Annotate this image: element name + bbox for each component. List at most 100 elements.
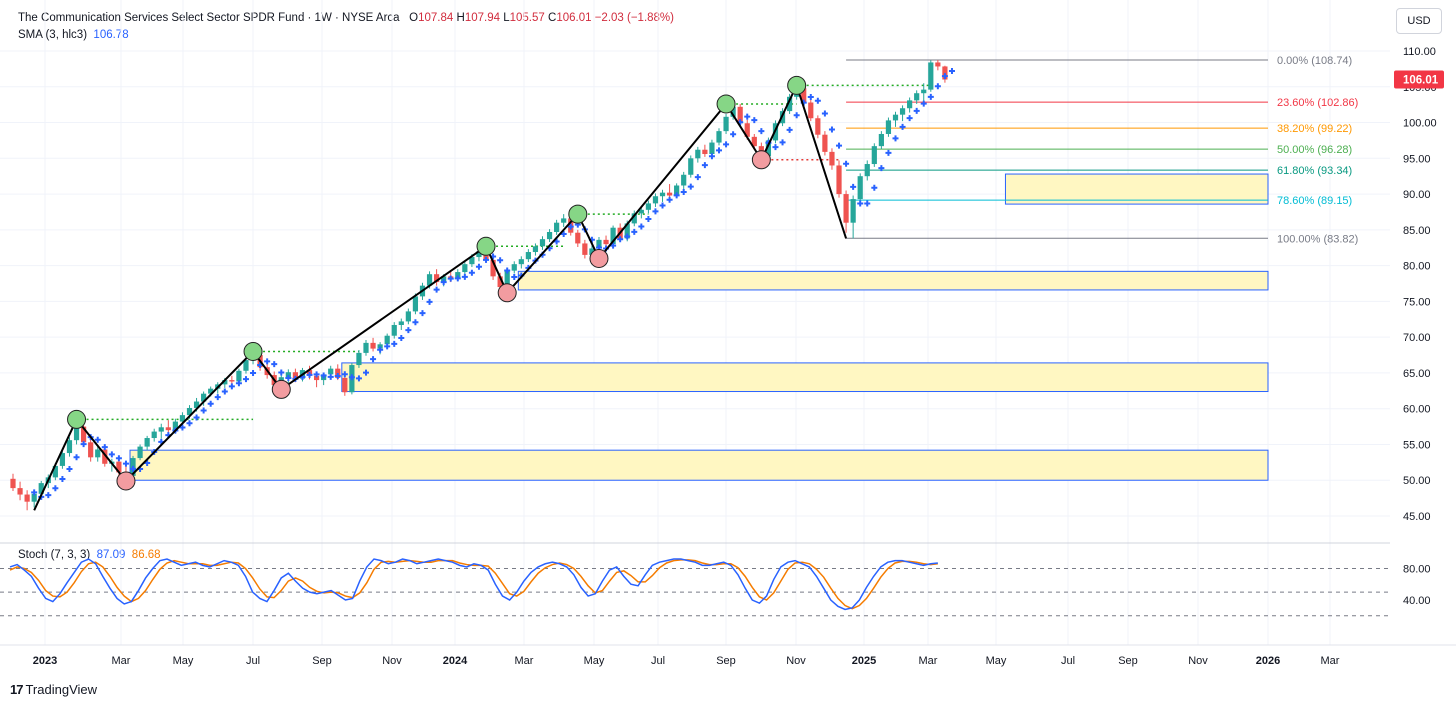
candle-body [561,218,567,223]
sma-marker [843,160,850,167]
swing-high-marker [476,236,496,256]
sma-marker [426,298,433,305]
candle-body [95,449,101,458]
sma-marker [934,83,941,90]
price-tick-label: 75.00 [1403,296,1431,308]
candle-body [193,401,200,408]
candle-body [843,194,849,223]
swing-high-marker [568,204,588,224]
tradingview-text: TradingView [25,682,98,697]
sma-marker [899,123,906,130]
candle-body [243,360,249,371]
close-value: 106.01 [556,12,592,24]
sma-marker [468,269,475,276]
sma-marker [250,370,257,377]
sma-marker [363,369,369,376]
candle-body [208,388,214,394]
candle-body [236,370,242,382]
sma-markers [31,68,955,500]
candle-body [292,372,298,379]
sma-marker [327,373,334,380]
sma-marker [461,273,468,280]
sma-marker [264,358,271,365]
candle-body [914,93,920,101]
time-tick-label: Mar [515,655,534,667]
price-tick-label: 90.00 [1403,189,1431,201]
sma-marker [31,489,38,496]
demand-zone [1004,173,1269,205]
candle-body [328,368,334,375]
symbol-legend: The Communication Services Select Sector… [18,12,674,24]
fib-level-label: 23.60% (102.86) [1277,97,1358,109]
currency-button[interactable]: USD [1396,8,1442,34]
candle-body [688,158,694,175]
candle-body [942,66,948,80]
candle-body [222,380,228,385]
symbol-title[interactable]: The Communication Services Select Sector… [18,12,400,24]
candle-body [787,96,793,112]
candle-body [412,296,419,312]
candle-body [871,146,877,165]
candle-body [716,131,722,143]
candle-body [158,427,164,432]
sma-marker [179,424,186,431]
sma-marker [850,183,857,190]
zigzag-line [33,82,848,511]
time-tick-label: May [584,655,605,667]
sma-marker [122,460,129,467]
sma-marker [52,485,59,492]
open-label: O [409,12,419,24]
time-tick-label: Mar [1321,655,1340,667]
low-value: 105.57 [509,12,545,24]
zigzag [33,82,848,511]
last-price-badge [1394,70,1444,89]
sma-marker [497,257,504,264]
swing-high-marker [67,409,87,429]
sma-marker [708,153,715,160]
candle-body [398,321,404,325]
time-tick-label: May [173,655,194,667]
candle-body [426,274,433,286]
candle-body [582,243,588,255]
sma-marker [666,196,673,203]
candle-body [151,431,157,439]
time-tick-label: Sep [1118,655,1138,667]
candle-body [66,440,73,454]
sma-marker [701,162,708,169]
demand-zone [341,362,1269,393]
sma-marker [878,165,885,172]
sma-marker [821,110,828,117]
tradingview-logo[interactable]: 17 TradingView [10,682,97,697]
sma-marker [341,371,348,378]
candle-body [624,223,630,239]
price-tick-label: 95.00 [1403,153,1431,165]
sma-marker [857,200,864,207]
sma-marker [730,131,737,138]
sma-marker [687,183,694,190]
candle-body [892,114,899,121]
candle-body [899,108,906,115]
sma-label: SMA (3, hlc3) [18,29,88,41]
candle-body [928,62,934,90]
sma-marker [694,174,701,181]
candle-body [730,106,736,117]
sma-marker [758,128,765,135]
time-tick-label: 2023 [33,655,57,667]
sma-legend[interactable]: SMA (3, hlc3) 106.78 [18,29,129,41]
candle-body [539,239,546,247]
pivot-hlines [76,84,931,421]
sma-marker [433,286,440,293]
candle-body [356,352,362,366]
candle-body [31,493,37,502]
swing-high-marker [243,341,263,361]
sma-marker [673,192,680,199]
close-label: C [548,12,557,24]
sma-marker [66,466,73,473]
fib-level-label: 78.60% (89.15) [1277,195,1352,207]
sma-marker [638,223,645,230]
high-value: 107.94 [464,12,500,24]
sma-marker [384,343,391,350]
stoch-legend[interactable]: Stoch (7, 3, 3) 87.09 86.68 [18,549,161,561]
time-tick-label: Jul [1061,655,1075,667]
